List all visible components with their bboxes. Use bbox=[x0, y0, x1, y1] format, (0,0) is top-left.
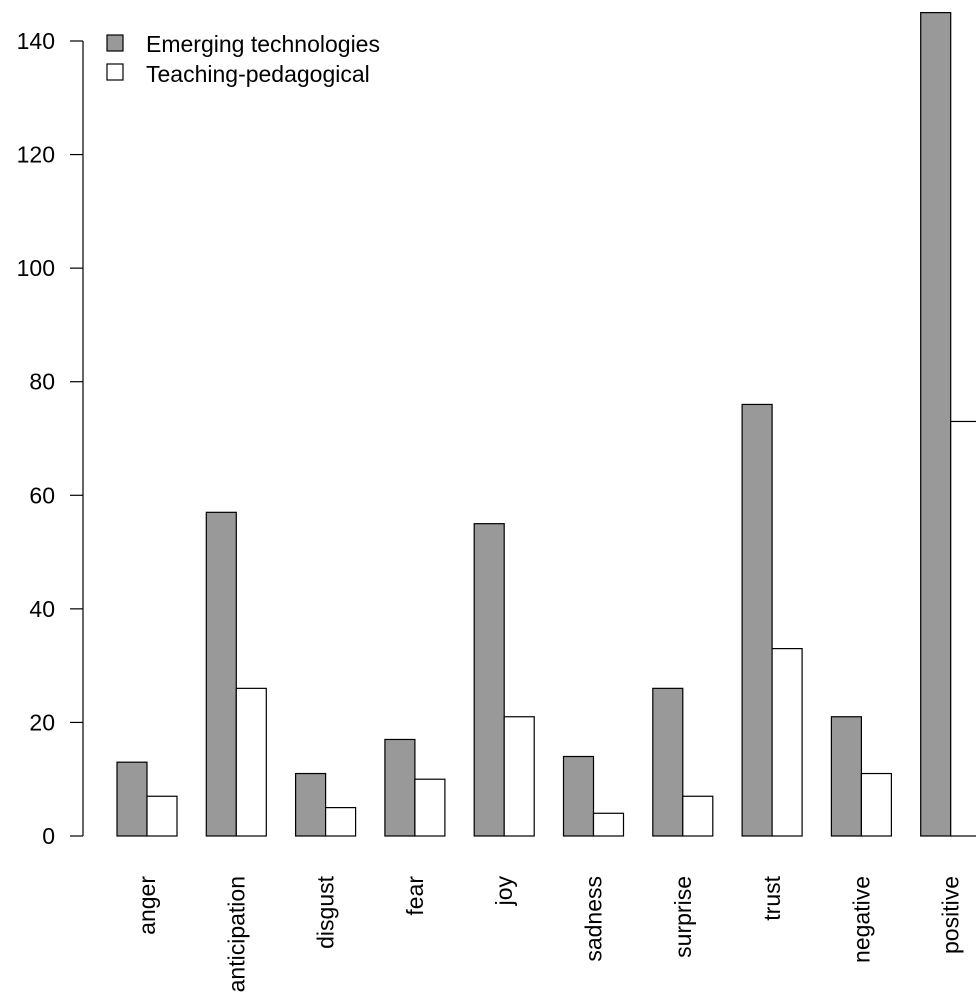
bar-teaching-trust bbox=[771, 648, 803, 837]
bar-emerging-trust bbox=[741, 403, 773, 837]
legend-label-emerging: Emerging technologies bbox=[146, 31, 380, 57]
legend-swatch-teaching bbox=[106, 63, 124, 81]
bars bbox=[116, 12, 976, 837]
x-category-label-positive: positive bbox=[938, 876, 964, 954]
y-tick-label: 140 bbox=[17, 28, 55, 54]
bar-teaching-anticipation bbox=[235, 687, 267, 837]
y-axis: 0 20 40 60 80 100 120 140 bbox=[17, 28, 84, 849]
x-category-label-negative: negative bbox=[848, 876, 874, 963]
x-category-label-joy: joy bbox=[491, 876, 517, 907]
x-category-label-disgust: disgust bbox=[313, 875, 339, 948]
bar-teaching-disgust bbox=[325, 807, 357, 837]
bar-emerging-negative bbox=[830, 716, 863, 837]
y-tick-label: 60 bbox=[29, 482, 55, 508]
y-tick-label: 40 bbox=[29, 596, 55, 622]
legend-label-teaching: Teaching-pedagogical bbox=[146, 61, 370, 87]
legend: Emerging technologies Teaching-pedagogic… bbox=[106, 31, 380, 87]
x-category-label-trust: trust bbox=[759, 875, 785, 920]
bar-teaching-surprise bbox=[682, 795, 714, 837]
x-category-label-sadness: sadness bbox=[581, 876, 607, 962]
y-tick-label: 20 bbox=[29, 709, 55, 735]
x-category-label-surprise: surprise bbox=[670, 876, 696, 958]
legend-swatch-emerging bbox=[106, 34, 124, 52]
bar-emerging-sadness bbox=[562, 755, 595, 837]
bar-emerging-anger bbox=[116, 761, 148, 837]
y-tick-label: 80 bbox=[29, 369, 55, 395]
bar-teaching-fear bbox=[414, 778, 446, 837]
x-category-label-fear: fear bbox=[402, 876, 428, 916]
bar-teaching-negative bbox=[860, 772, 893, 837]
bar-emerging-disgust bbox=[295, 772, 327, 837]
bar-emerging-joy bbox=[473, 523, 505, 837]
category-labels: anger anticipation disgust fear joy sadness su… bbox=[134, 875, 964, 992]
bar-emerging-surprise bbox=[652, 687, 684, 837]
y-tick-label: 120 bbox=[17, 142, 55, 168]
x-category-label-anticipation: anticipation bbox=[223, 876, 249, 992]
bar-teaching-joy bbox=[503, 716, 535, 837]
x-category-label-anger: anger bbox=[134, 876, 160, 935]
y-tick-label: 100 bbox=[17, 255, 55, 281]
bar-teaching-sadness bbox=[592, 812, 625, 837]
bar-emerging-positive bbox=[920, 12, 952, 837]
y-tick-label: 0 bbox=[42, 823, 55, 849]
bar-teaching-positive bbox=[950, 420, 976, 837]
bar-emerging-fear bbox=[384, 738, 416, 837]
bar-emerging-anticipation bbox=[205, 511, 237, 837]
bar-teaching-anger bbox=[146, 795, 178, 837]
